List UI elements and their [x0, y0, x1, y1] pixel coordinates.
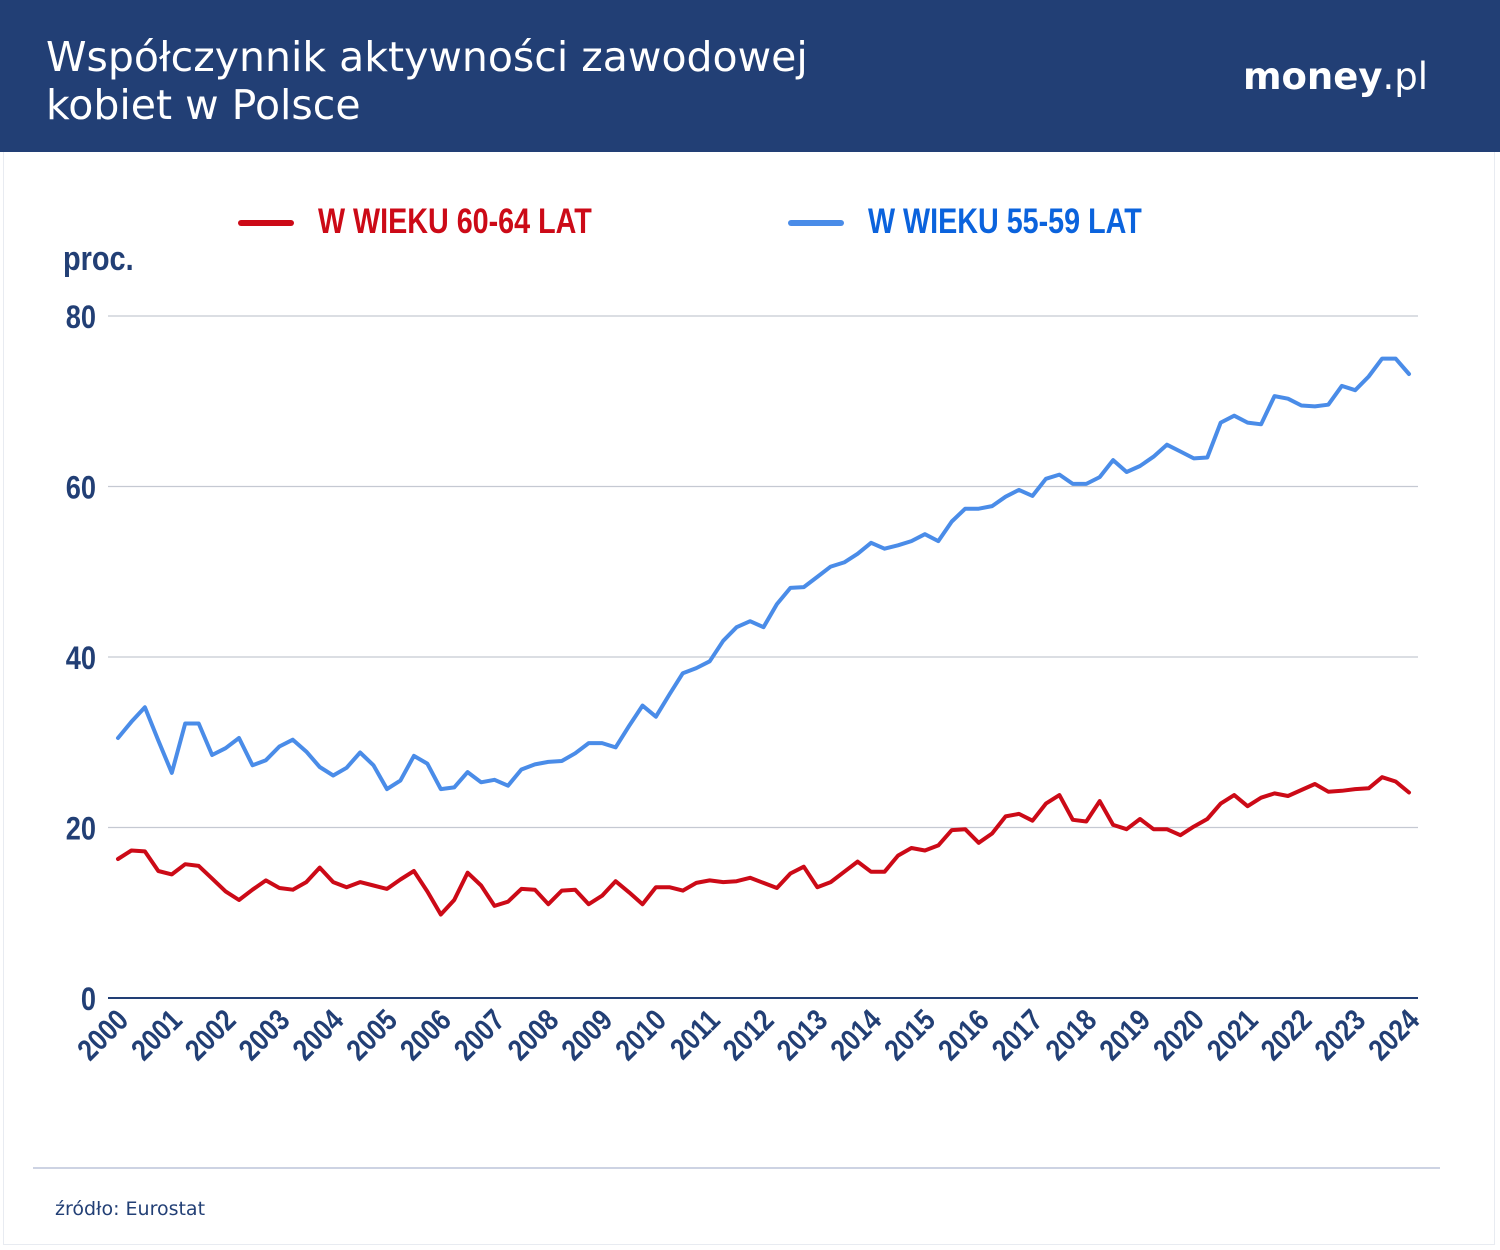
- chart-frame: [3, 152, 1495, 1245]
- legend-label-60-64: W WIEKU 60-64 LAT: [318, 202, 592, 241]
- y-tick-label: 80: [66, 300, 96, 336]
- x-tick-label: 2021: [1200, 1003, 1264, 1067]
- x-tick-label: 2004: [286, 1003, 350, 1067]
- x-tick-label: 2023: [1308, 1003, 1372, 1067]
- x-tick-label: 2024: [1362, 1003, 1426, 1067]
- logo-brand: money: [1242, 55, 1383, 98]
- x-tick-label: 2010: [609, 1003, 673, 1067]
- series-line-55-59: [116, 356, 1411, 792]
- x-tick-label: 2015: [878, 1003, 942, 1067]
- legend-label-55-59: W WIEKU 55-59 LAT: [868, 202, 1142, 241]
- x-tick-label: 2019: [1093, 1003, 1157, 1067]
- x-tick-label: 2018: [1039, 1003, 1103, 1067]
- x-tick-label: 2011: [664, 1003, 727, 1066]
- x-tick-label: 2016: [932, 1003, 996, 1067]
- brand-logo: money.pl: [1243, 53, 1428, 101]
- x-tick-label: 2014: [824, 1003, 888, 1067]
- y-tick-label: 60: [66, 470, 96, 506]
- x-tick-label: 2012: [716, 1003, 780, 1067]
- x-tick-label: 2008: [501, 1003, 565, 1067]
- chart-title-line-2: kobiet w Polsce: [46, 81, 361, 129]
- source-note: źródło: Eurostat: [55, 1198, 206, 1220]
- chart-title-line-1: Współczynnik aktywności zawodowej: [46, 33, 808, 81]
- y-axis-unit-label: proc.: [63, 240, 134, 278]
- y-tick-label: 0: [81, 982, 96, 1018]
- x-tick-label: 2003: [232, 1003, 296, 1067]
- x-tick-label: 2007: [447, 1003, 511, 1067]
- x-tick-label: 2001: [125, 1003, 189, 1067]
- x-tick-label: 2006: [394, 1003, 458, 1067]
- x-tick-label: 2005: [340, 1003, 404, 1067]
- y-tick-label: 20: [66, 811, 96, 847]
- x-tick-label: 2002: [178, 1003, 242, 1067]
- legend-swatch-55-59: [788, 220, 844, 226]
- x-tick-label: 2022: [1254, 1003, 1318, 1067]
- x-tick-label: 2013: [770, 1003, 834, 1067]
- x-tick-label: 2020: [1147, 1003, 1211, 1067]
- header-bar: Współczynnik aktywności zawodowej kobiet…: [0, 0, 1500, 152]
- series-line-60-64: [116, 775, 1411, 917]
- x-tick-label: 2017: [985, 1003, 1049, 1067]
- logo-suffix: .pl: [1382, 55, 1428, 98]
- y-tick-label: 40: [66, 641, 96, 677]
- footer-divider: [33, 1167, 1440, 1169]
- legend-swatch-60-64: [238, 220, 294, 226]
- x-tick-label: 2009: [555, 1003, 619, 1067]
